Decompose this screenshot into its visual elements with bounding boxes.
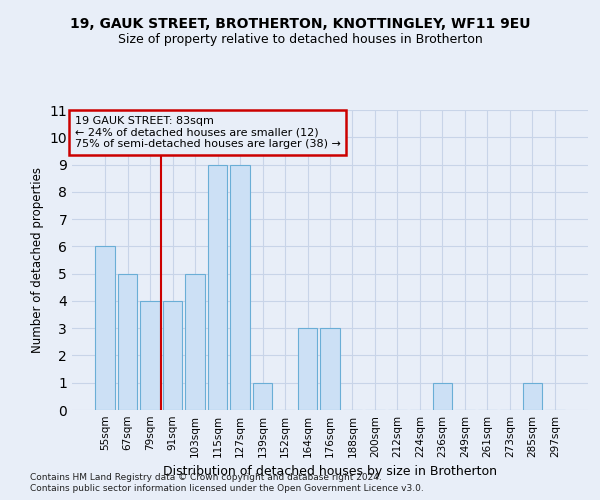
Bar bbox=[208, 164, 227, 410]
Bar bbox=[118, 274, 137, 410]
Bar bbox=[320, 328, 340, 410]
Text: Contains public sector information licensed under the Open Government Licence v3: Contains public sector information licen… bbox=[30, 484, 424, 493]
Text: 19 GAUK STREET: 83sqm
← 24% of detached houses are smaller (12)
75% of semi-deta: 19 GAUK STREET: 83sqm ← 24% of detached … bbox=[74, 116, 340, 149]
Text: Contains HM Land Registry data © Crown copyright and database right 2024.: Contains HM Land Registry data © Crown c… bbox=[30, 472, 382, 482]
Bar bbox=[185, 274, 205, 410]
Bar bbox=[253, 382, 272, 410]
Bar bbox=[163, 301, 182, 410]
Bar bbox=[230, 164, 250, 410]
Bar bbox=[523, 382, 542, 410]
Bar bbox=[433, 382, 452, 410]
Y-axis label: Number of detached properties: Number of detached properties bbox=[31, 167, 44, 353]
Text: Size of property relative to detached houses in Brotherton: Size of property relative to detached ho… bbox=[118, 32, 482, 46]
Text: 19, GAUK STREET, BROTHERTON, KNOTTINGLEY, WF11 9EU: 19, GAUK STREET, BROTHERTON, KNOTTINGLEY… bbox=[70, 18, 530, 32]
Bar bbox=[140, 301, 160, 410]
Bar bbox=[95, 246, 115, 410]
X-axis label: Distribution of detached houses by size in Brotherton: Distribution of detached houses by size … bbox=[163, 466, 497, 478]
Bar bbox=[298, 328, 317, 410]
